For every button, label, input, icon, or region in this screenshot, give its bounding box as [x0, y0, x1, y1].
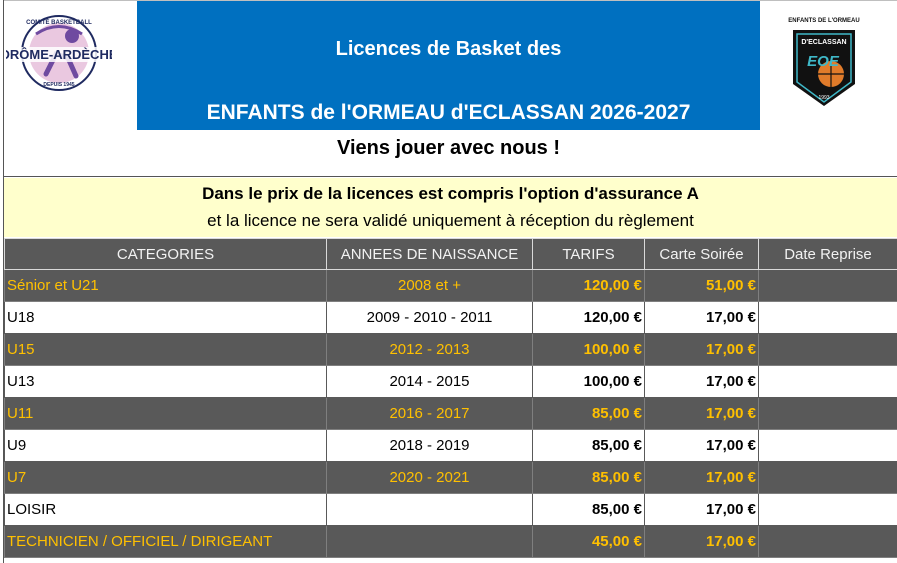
section-divider: [3, 176, 897, 177]
table-row: U18 2009 - 2010 - 2011 120,00 €17,00 €: [4, 301, 897, 334]
table-row: U13 2014 - 2015 100,00 €17,00 €: [4, 365, 897, 398]
right-logo-name-text: D'ECLASSAN: [801, 39, 846, 46]
birth-years-cell: [326, 493, 533, 526]
birth-years-cell: [326, 525, 533, 558]
tarif-cell: 85,00 €: [532, 397, 645, 430]
table-row: LOISIR 85,00 €17,00 €: [4, 493, 897, 526]
table-row: U7 2020 - 2021 85,00 €17,00 €: [4, 461, 897, 494]
category-cell: U13: [4, 365, 327, 398]
birth-years-cell: 2014 - 2015: [326, 365, 533, 398]
date-reprise-cell: [758, 365, 897, 398]
category-cell: U15: [4, 333, 327, 366]
birth-years-cell: 2018 - 2019: [326, 429, 533, 462]
table-row: U11 2016 - 2017 85,00 €17,00 €: [4, 397, 897, 430]
carte-soiree-cell: 17,00 €: [644, 461, 759, 494]
carte-soiree-cell: 17,00 €: [644, 429, 759, 462]
title-banner: Licences de Basket des ENFANTS de l'ORME…: [137, 1, 760, 130]
insurance-notice: Dans le prix de la licences est compris …: [4, 178, 897, 237]
birth-years-cell: 2016 - 2017: [326, 397, 533, 430]
tarif-cell: 85,00 €: [532, 493, 645, 526]
table-row: TECHNICIEN / OFFICIEL / DIRIGEANT 45,00 €…: [4, 525, 897, 558]
column-header-tarifs: TARIFS: [532, 238, 645, 270]
column-header-years: ANNEES DE NAISSANCE: [326, 238, 533, 270]
date-reprise-cell: [758, 269, 897, 302]
category-cell: U7: [4, 461, 327, 494]
licence-tarifs-table: CATEGORIES ANNEES DE NAISSANCE TARIFS Ca…: [4, 238, 897, 558]
tarif-cell: 120,00 €: [532, 301, 645, 334]
sheet-frame: [3, 0, 896, 563]
tagline: Viens jouer avec nous !: [336, 137, 561, 159]
carte-soiree-cell: 17,00 €: [644, 333, 759, 366]
category-cell: TECHNICIEN / OFFICIEL / DIRIGEANT: [4, 525, 327, 558]
date-reprise-cell: [758, 493, 897, 526]
column-header-carte-soiree: Carte Soirée: [644, 238, 759, 270]
comite-basketball-logo: COMITÉ BASKETBALL DRÔME-ARDÈCHE DEPUIS 1…: [1, 14, 118, 92]
carte-soiree-cell: 17,00 €: [644, 493, 759, 526]
table-row: U9 2018 - 2019 85,00 €17,00 €: [4, 429, 897, 462]
carte-soiree-cell: 17,00 €: [644, 365, 759, 398]
carte-soiree-cell: 51,00 €: [644, 269, 759, 302]
tarif-cell: 85,00 €: [532, 429, 645, 462]
carte-soiree-cell: 17,00 €: [644, 397, 759, 430]
carte-soiree-cell: 17,00 €: [644, 301, 759, 334]
tarif-cell: 100,00 €: [532, 333, 645, 366]
right-logo-year-text: 1993: [818, 95, 829, 101]
table-row: Sénior et U21 2008 et +120,00 €51,00 €: [4, 269, 897, 302]
tarif-cell: 85,00 €: [532, 461, 645, 494]
date-reprise-cell: [758, 397, 897, 430]
tarif-cell: 100,00 €: [532, 365, 645, 398]
category-cell: U11: [4, 397, 327, 430]
notice-line1: Dans le prix de la licences est compris …: [202, 184, 699, 203]
column-header-categories: CATEGORIES: [4, 238, 327, 270]
table-row: U15 2012 - 2013 100,00 €17,00 €: [4, 333, 897, 366]
carte-soiree-cell: 17,00 €: [644, 525, 759, 558]
tarif-cell: 45,00 €: [532, 525, 645, 558]
tarif-cell: 120,00 €: [532, 269, 645, 302]
column-header-date-reprise: Date Reprise: [758, 238, 897, 270]
date-reprise-cell: [758, 301, 897, 334]
date-reprise-cell: [758, 429, 897, 462]
right-logo-top-text: ENFANTS DE L'ORMEAU: [788, 18, 859, 24]
birth-years-cell: 2009 - 2010 - 2011: [326, 301, 533, 334]
category-cell: U9: [4, 429, 327, 462]
notice-line2: et la licence ne sera validé uniquement …: [207, 211, 694, 230]
category-cell: Sénior et U21: [4, 269, 327, 302]
category-cell: U18: [4, 301, 327, 334]
category-cell: LOISIR: [4, 493, 327, 526]
date-reprise-cell: [758, 333, 897, 366]
left-logo-top-text: COMITÉ BASKETBALL: [26, 18, 92, 26]
date-reprise-cell: [758, 461, 897, 494]
birth-years-cell: 2008 et +: [326, 269, 533, 302]
left-logo-bottom-text: DEPUIS 1945: [43, 82, 74, 88]
right-logo-badge-text: EOE: [807, 53, 840, 70]
birth-years-cell: 2012 - 2013: [326, 333, 533, 366]
date-reprise-cell: [758, 525, 897, 558]
table-header-row: CATEGORIES ANNEES DE NAISSANCE TARIFS Ca…: [4, 238, 897, 270]
banner-title-line2: ENFANTS de l'ORMEAU d'ECLASSAN 2026-2027: [206, 101, 691, 124]
eoe-club-logo: ENFANTS DE L'ORMEAU D'ECLASSAN EOE 1993: [783, 2, 865, 114]
top-border: [3, 0, 897, 1]
birth-years-cell: 2020 - 2021: [326, 461, 533, 494]
left-logo-main-text: DRÔME-ARDÈCHE: [6, 47, 112, 62]
banner-title-line1: Licences de Basket des: [335, 38, 562, 60]
